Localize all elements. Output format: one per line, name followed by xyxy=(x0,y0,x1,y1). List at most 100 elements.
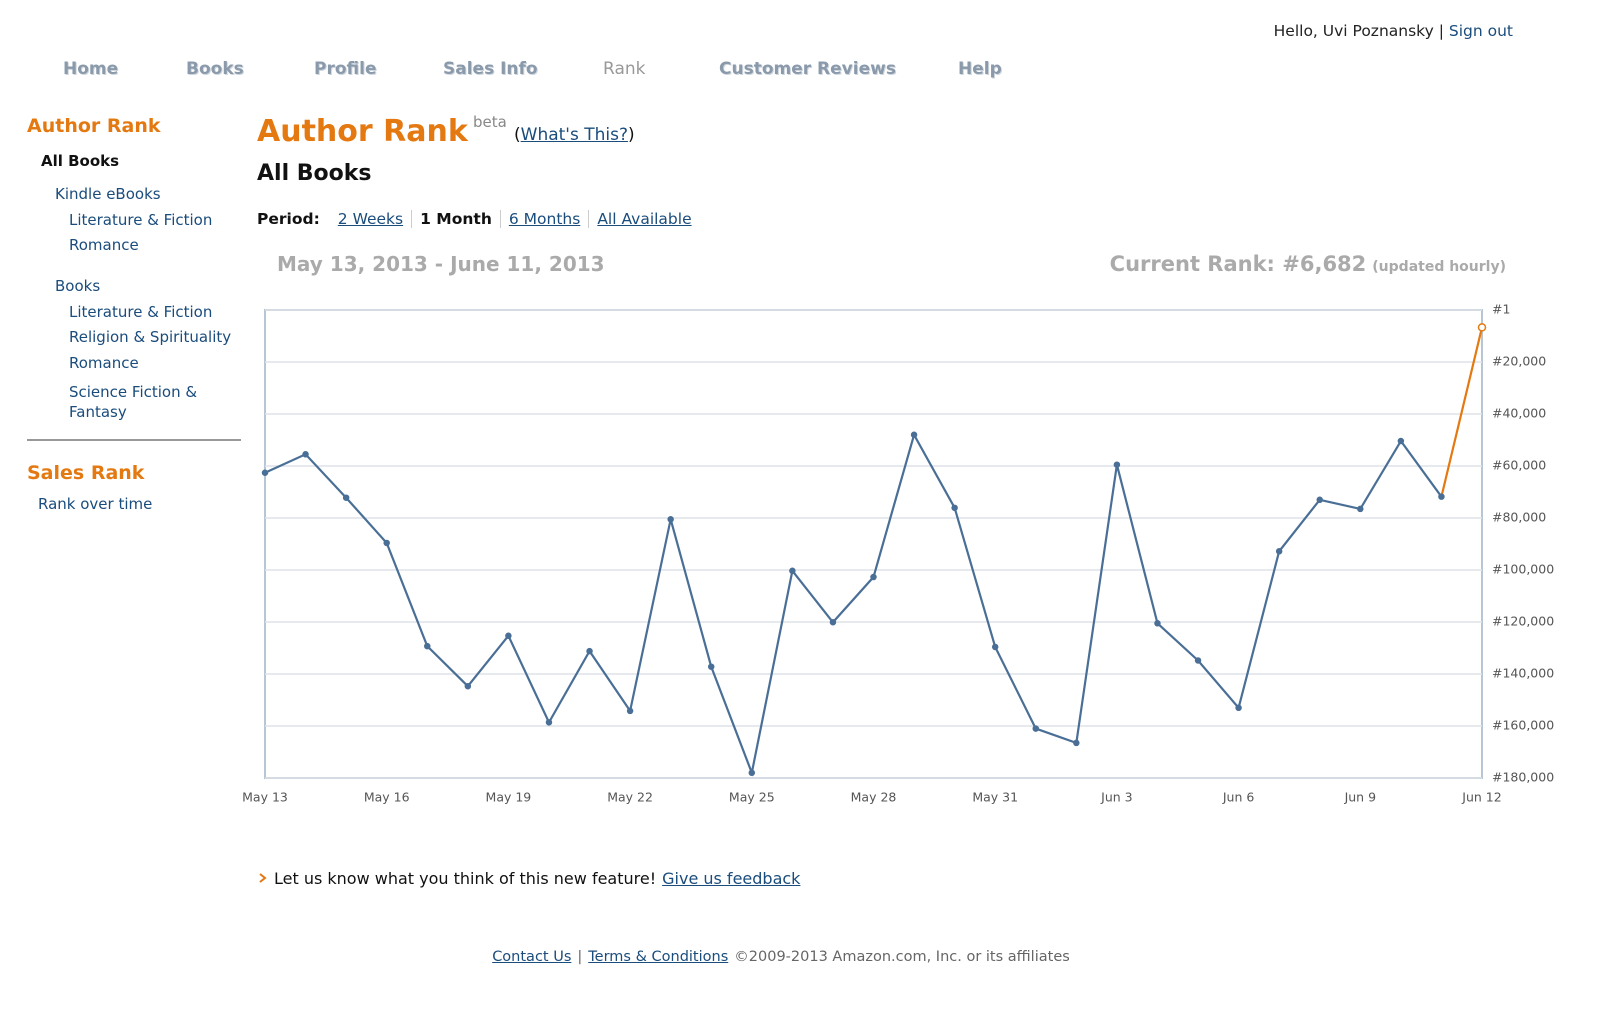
sidebar-item[interactable]: Science Fiction & Fantasy xyxy=(69,383,198,421)
data-point xyxy=(1477,323,1487,332)
paren: ( xyxy=(514,125,521,145)
data-point xyxy=(1235,704,1242,712)
current-rank: Current Rank: #6,682 xyxy=(1109,252,1367,276)
chart: #1 #20,000 #40,000 #60,000 #80,000 #100,000 #1… xyxy=(242,302,1554,805)
nav-item[interactable]: Customer Reviews xyxy=(719,59,896,79)
data-point xyxy=(302,451,309,458)
data-point xyxy=(586,647,593,655)
data-point xyxy=(789,567,796,575)
y-tick-label: #140,000 xyxy=(1492,665,1554,680)
x-tick-label: May 13 xyxy=(242,790,288,805)
x-tick-label: Jun 6 xyxy=(1222,790,1255,805)
period-bar: Period: 2 Weeks 1 Month 6 Months All Availab… xyxy=(257,210,700,228)
sidebar-title: Author Rank xyxy=(27,115,161,137)
sign-out[interactable]: Sign out xyxy=(1448,22,1513,40)
data-point xyxy=(261,469,269,477)
nav-item[interactable]: Help xyxy=(958,59,1002,79)
data-point xyxy=(505,632,512,640)
whats-this-wrap: (What's This?) xyxy=(514,127,635,144)
footer: Contact Us | Terms & Conditions ©2009-2013 … xyxy=(0,950,1600,965)
data-point xyxy=(464,682,472,690)
greeting-bar: Hello, Uvi Poznansky | Sign out xyxy=(1273,22,1513,40)
data-point xyxy=(424,642,431,650)
paren: ) xyxy=(628,125,635,145)
y-tick-label: #1 xyxy=(1492,302,1510,317)
copyright: ©2009-2013 Amazon.com, Inc. or its affil… xyxy=(734,949,1070,965)
x-tick-label: May 28 xyxy=(851,790,897,805)
sidebar-item[interactable]: Literature & Fiction xyxy=(69,211,213,229)
data-point xyxy=(951,504,958,512)
x-tick-label: May 25 xyxy=(729,790,775,805)
period-option[interactable]: 2 Weeks xyxy=(337,210,404,228)
data-point xyxy=(1438,493,1445,500)
data-point xyxy=(829,619,837,626)
sidebar-title: Sales Rank xyxy=(27,462,145,484)
x-tick-label: May 16 xyxy=(364,790,410,805)
nav-item[interactable]: Sales Info xyxy=(443,59,538,79)
period-option[interactable]: 6 Months xyxy=(499,210,589,228)
y-tick-label: #40,000 xyxy=(1492,405,1546,420)
data-point xyxy=(748,769,756,777)
y-tick-label: #60,000 xyxy=(1492,457,1546,472)
x-tick-label: Jun 3 xyxy=(1100,790,1132,805)
data-point xyxy=(1357,505,1364,513)
sidebar-item[interactable]: Rank over time xyxy=(38,495,153,513)
data-point xyxy=(1397,437,1405,445)
nav-item[interactable]: Profile xyxy=(314,59,377,79)
page-title: Author Rank xyxy=(257,114,468,149)
sidebar-item[interactable]: Religion & Spirituality xyxy=(69,328,232,346)
y-tick-label: #20,000 xyxy=(1492,353,1546,368)
whats-this[interactable]: What's This? xyxy=(520,125,629,145)
divider xyxy=(27,439,241,441)
period-option[interactable]: All Available xyxy=(588,210,700,228)
data-point xyxy=(870,573,877,581)
y-tick-label: #80,000 xyxy=(1492,509,1546,524)
nav-item[interactable]: Home xyxy=(63,59,119,79)
terms[interactable]: Terms & Conditions xyxy=(588,949,729,965)
x-tick-label: May 19 xyxy=(486,790,532,805)
feedback-link[interactable]: Give us feedback xyxy=(662,869,801,888)
data-point xyxy=(910,431,918,439)
subtitle: All Books xyxy=(257,161,372,186)
data-point xyxy=(707,663,715,670)
sidebar-item[interactable]: Literature & Fiction xyxy=(69,303,213,321)
data-point xyxy=(991,643,999,651)
data-point xyxy=(342,494,350,501)
data-point xyxy=(1073,739,1080,747)
y-tick-label: #160,000 xyxy=(1492,717,1554,732)
separator: | xyxy=(577,949,583,965)
data-point xyxy=(1113,461,1121,468)
date-range: May 13, 2013 - June 11, 2013 xyxy=(277,252,605,276)
feedback: Let us know what you think of this new f… xyxy=(258,871,800,887)
bullet xyxy=(259,873,267,883)
data-point xyxy=(1275,548,1283,555)
contact[interactable]: Contact Us xyxy=(492,949,572,965)
y-tick-label: #180,000 xyxy=(1492,770,1554,785)
sidebar-item: All Books xyxy=(41,152,120,170)
x-tick-label: Jun 9 xyxy=(1344,790,1377,805)
line-series-latest xyxy=(1440,327,1484,497)
sidebar-item[interactable]: Romance xyxy=(69,354,139,372)
footer-inner: Contact Us | Terms & Conditions ©2009-2013 … xyxy=(492,950,1070,965)
sidebar-item[interactable]: Books xyxy=(55,277,101,295)
nav-item[interactable]: Rank xyxy=(603,59,646,79)
sidebar-item[interactable]: Kindle eBooks xyxy=(55,185,161,203)
line-series xyxy=(264,431,1443,777)
y-tick-label: #120,000 xyxy=(1492,613,1554,628)
x-tick-label: May 31 xyxy=(972,790,1018,805)
period-option: 1 Month xyxy=(411,210,500,228)
sidebar-item[interactable]: Romance xyxy=(69,236,139,254)
feedback-text: Let us know what you think of this new f… xyxy=(274,869,657,888)
nav-item[interactable]: Books xyxy=(186,59,244,79)
plot-area xyxy=(264,309,1483,779)
separator: | xyxy=(1438,22,1444,40)
data-point xyxy=(667,516,674,523)
greeting: Hello, Uvi Poznansky xyxy=(1273,22,1434,40)
updated: (updated hourly) xyxy=(1372,259,1506,275)
x-tick-label: Jun 12 xyxy=(1461,790,1501,805)
period-label: Period: xyxy=(257,210,320,228)
data-point xyxy=(545,719,553,726)
y-tick-label: #100,000 xyxy=(1492,561,1554,576)
data-point xyxy=(1194,657,1202,664)
